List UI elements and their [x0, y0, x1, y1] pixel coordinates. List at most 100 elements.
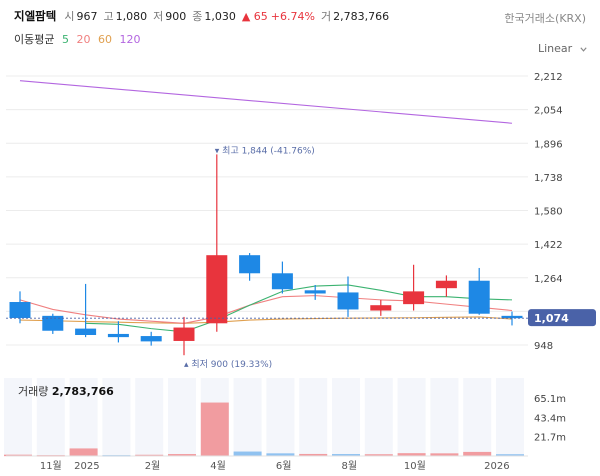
low-label: 저	[153, 10, 164, 23]
volume-column-bg	[102, 378, 131, 456]
volume-label: 거	[320, 10, 332, 23]
volume-value: 2,783,766	[333, 10, 390, 23]
volume-column-bg	[463, 378, 492, 456]
x-tick-label: 11월	[40, 460, 62, 472]
scale-toggle-button[interactable]: Linear	[538, 42, 588, 55]
close-value: 1,030	[204, 10, 236, 23]
candle-body	[140, 336, 162, 342]
candle-body	[370, 305, 392, 311]
volume-panel-label: 거래량 2,783,766	[18, 383, 114, 399]
y-tick-label: 1,422	[534, 240, 563, 251]
volume-bar	[332, 454, 360, 456]
volume-column-bg	[397, 378, 426, 456]
volume-panel-title: 거래량	[18, 385, 49, 398]
candle-body	[173, 327, 195, 341]
ma-legend-120: 120	[119, 33, 141, 46]
volume-column-bg	[332, 378, 360, 456]
volume-column-bg	[168, 378, 196, 456]
ma-legend-5: 5	[61, 33, 69, 46]
volume-tick-label: 65.1m	[534, 394, 566, 405]
ma-legend-20: 20	[76, 33, 91, 46]
ma-legend-60: 60	[97, 33, 112, 46]
volume-column-bg	[496, 378, 524, 456]
moving-average-lines	[19, 80, 513, 333]
volume-bar	[463, 451, 492, 456]
volume-axis: 65.1m 43.4m 21.7m	[534, 394, 566, 444]
volume-bar	[364, 454, 393, 456]
candle-body	[501, 315, 523, 319]
volume-bar	[397, 453, 426, 456]
open-value: 967	[76, 10, 98, 23]
volume-bar	[69, 448, 98, 456]
y-tick-label: 2,212	[534, 72, 563, 83]
ma120-line	[19, 80, 513, 124]
high-annotation: ▾ 최고 1,844 (-41.76%)	[215, 145, 315, 156]
ma5-line	[85, 284, 513, 333]
ma-legend: 이동평균 5 20 60 120	[14, 31, 144, 47]
x-tick-label: 2월	[145, 460, 161, 472]
volume-column-bg	[36, 378, 65, 456]
volume-bar	[4, 454, 32, 457]
candles	[9, 154, 523, 356]
volume-column-bg	[299, 378, 328, 456]
volume-column-bg	[4, 378, 32, 456]
candle-body	[468, 280, 490, 314]
low-annotation: ▴ 최저 900 (19.33%)	[184, 359, 272, 370]
volume-column-bg	[233, 378, 262, 456]
candle-body	[75, 328, 97, 335]
candle-body	[271, 273, 293, 290]
volume-bar	[266, 453, 295, 456]
high-value: 1,080	[115, 10, 148, 23]
volume-panel-value: 2,783,766	[51, 385, 114, 398]
candle-body	[206, 255, 228, 324]
ma60-line	[19, 316, 513, 324]
y-axis: 2,212 2,054 1,896 1,738 1,580 1,422 1,264 948	[534, 72, 563, 352]
x-tick-label: 2026	[484, 461, 509, 472]
volume-bar	[496, 454, 524, 456]
candle-body	[435, 280, 457, 289]
y-tick-label: 1,738	[534, 173, 563, 184]
candle-body	[337, 292, 359, 310]
volume-column-bg	[430, 378, 459, 456]
volume-column-bg	[69, 378, 98, 456]
last-price-value: 1,074	[534, 312, 569, 325]
stock-title: 지엘팜텍	[14, 9, 57, 23]
x-tick-label: 10월	[404, 460, 426, 472]
change-pct: +6.74%	[270, 10, 315, 23]
close-label: 종	[192, 10, 203, 23]
y-tick-label: 1,264	[534, 274, 563, 285]
volume-column-bg	[364, 378, 393, 456]
candle-body	[107, 333, 129, 338]
y-tick-label: 948	[534, 341, 553, 352]
candle-body	[304, 290, 326, 294]
volume-bar	[233, 451, 262, 456]
volume-bar	[168, 454, 196, 456]
ma20-line	[19, 295, 513, 324]
x-axis: 11월 2025 2월 4월 6월 8월 10월 2026	[40, 460, 510, 472]
open-label: 시	[64, 10, 75, 23]
change-value: ▲ 65	[241, 10, 268, 23]
volume-tick-label: 21.7m	[534, 433, 566, 444]
y-tick-label: 2,054	[534, 106, 563, 117]
exchange-name: 한국거래소(KRX)	[504, 12, 586, 25]
x-tick-label: 8월	[341, 460, 357, 472]
y-tick-label: 1,896	[534, 139, 563, 150]
volume-bar	[299, 453, 328, 456]
last-price-tag: 1,074	[6, 309, 596, 327]
quote-header: 지엘팜텍 시 967 고 1,080 저 900 종 1,030 ▲ 65 +6…	[14, 8, 395, 26]
scale-toggle-label: Linear	[538, 42, 573, 55]
candle-body	[42, 315, 64, 331]
volume-column-bg	[266, 378, 295, 456]
volume-bar	[430, 453, 459, 456]
high-label: 고	[103, 10, 114, 23]
volume-background-bars	[4, 378, 524, 456]
candle-body	[9, 302, 31, 318]
volume-column-bg	[135, 378, 164, 456]
grid-lines	[6, 75, 528, 346]
x-tick-label: 6월	[276, 460, 292, 472]
ma-legend-title: 이동평균	[14, 33, 55, 46]
low-value: 900	[165, 10, 187, 23]
candle-body	[239, 255, 261, 274]
y-tick-label: 1,580	[534, 207, 563, 218]
